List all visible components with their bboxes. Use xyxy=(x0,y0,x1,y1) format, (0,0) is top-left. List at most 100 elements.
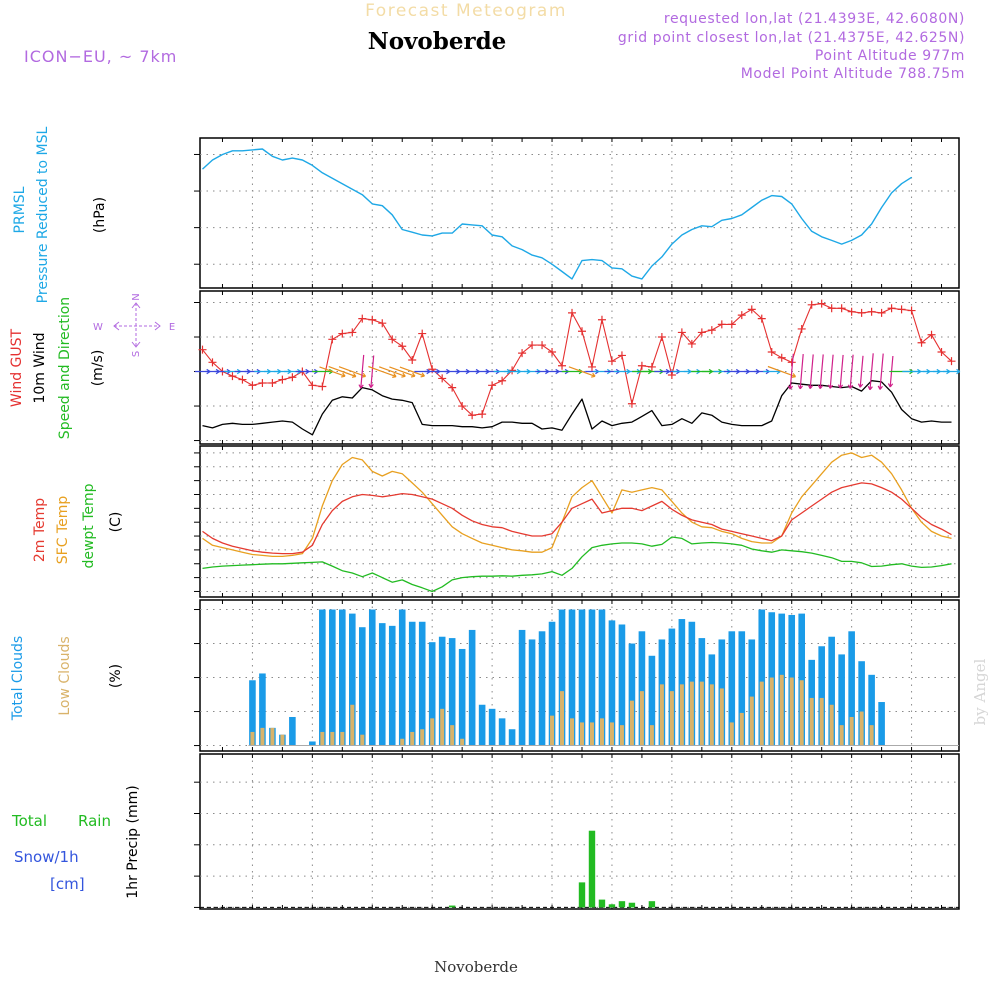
gust-line xyxy=(202,303,952,416)
temp-label-dewpt: dewpt Temp xyxy=(81,483,97,568)
gust-point xyxy=(777,353,786,362)
gust-point xyxy=(488,381,497,390)
gust-point xyxy=(198,345,207,354)
wind-arrow xyxy=(319,366,346,378)
footer-location: Novoberde xyxy=(434,958,518,976)
precip-label-axis: 1hr Precip (mm) xyxy=(125,785,141,898)
total-cloud-bar xyxy=(868,674,875,746)
total-cloud-bar xyxy=(728,631,736,746)
low-cloud-bar xyxy=(839,725,844,746)
total-cloud-bar xyxy=(468,629,476,746)
total-cloud-bar xyxy=(488,708,496,746)
wind-arrow xyxy=(857,355,864,388)
compass-east: E xyxy=(169,322,175,333)
wind-arrow xyxy=(328,366,357,378)
total-cloud-bar xyxy=(329,609,336,746)
total-cloud-bar xyxy=(498,718,506,746)
low-cloud-bar xyxy=(599,718,604,746)
location-title: Novoberde xyxy=(368,28,507,55)
temp-label-unit: (C) xyxy=(108,512,124,533)
credit: by Angel xyxy=(971,658,989,725)
gust-point xyxy=(937,347,946,356)
precip-label-cm: [cm] xyxy=(50,875,85,893)
rain-bar xyxy=(578,882,586,908)
gust-point xyxy=(448,383,457,392)
gust-point xyxy=(318,382,327,391)
total-cloud-bar xyxy=(558,609,566,746)
gust-point xyxy=(308,381,317,390)
gust-point xyxy=(707,326,716,335)
total-cloud-bar xyxy=(528,639,536,746)
gust-point xyxy=(398,342,407,351)
gust-point xyxy=(737,311,746,320)
gust-point xyxy=(897,305,906,314)
gust-point xyxy=(268,379,277,388)
low-cloud-bar xyxy=(270,727,275,746)
gust-point xyxy=(597,315,606,324)
gust-point xyxy=(328,335,337,344)
gust-point xyxy=(717,320,726,329)
clouds-panel: Total Clouds Low Clouds (%) xyxy=(10,599,960,752)
compass-west: W xyxy=(93,322,103,333)
gust-point xyxy=(847,307,856,316)
total-cloud-bar xyxy=(538,631,546,746)
gust-point xyxy=(558,361,567,370)
gust-point xyxy=(577,327,586,336)
total-cloud-bar xyxy=(448,638,456,746)
panel-frame xyxy=(199,137,960,289)
precip-label-rain: Rain xyxy=(78,812,111,830)
wind-label-gust: Wind GUST xyxy=(9,328,25,407)
wind-panel: Wind GUST 10m Wind Speed and Direction (… xyxy=(9,290,961,445)
gust-point xyxy=(518,349,527,358)
compass-arrows-icon xyxy=(113,302,161,348)
gust-point xyxy=(747,305,756,314)
low-cloud-bar xyxy=(320,731,325,746)
model-altitude: Model Point Altitude 788.75m xyxy=(741,66,965,82)
total-cloud-bar xyxy=(828,636,835,746)
gust-point xyxy=(587,362,596,371)
gust-point xyxy=(677,328,686,337)
gust-point xyxy=(917,338,926,347)
t2m-line xyxy=(202,482,952,555)
wind-label-10m: 10m Wind xyxy=(32,332,48,403)
gust-point xyxy=(887,304,896,313)
rain-bar xyxy=(628,902,636,908)
gust-point xyxy=(498,376,507,385)
gust-point xyxy=(657,333,666,342)
low-cloud-bar xyxy=(250,731,255,746)
low-cloud-bar xyxy=(659,684,664,746)
rain-bar xyxy=(588,830,596,908)
total-cloud-bar xyxy=(618,624,626,746)
temp-label-2m: 2m Temp xyxy=(32,498,48,562)
low-cloud-bar xyxy=(739,712,744,746)
low-cloud-bar xyxy=(809,697,814,746)
wind-arrow xyxy=(827,354,834,389)
total-cloud-bar xyxy=(678,619,686,746)
low-cloud-bar xyxy=(629,700,634,746)
point-altitude: Point Altitude 977m xyxy=(815,48,965,64)
compass-south: S xyxy=(131,351,142,357)
low-cloud-bar xyxy=(260,727,265,746)
wind-arrow xyxy=(867,353,874,391)
gust-point xyxy=(348,328,357,337)
gust-point xyxy=(687,339,696,348)
wind-arrow xyxy=(787,353,794,390)
total-cloud-bar xyxy=(818,646,825,746)
low-cloud-bar xyxy=(859,711,864,746)
gust-point xyxy=(278,375,287,384)
low-cloud-bar xyxy=(570,718,575,746)
clouds-label-unit: (%) xyxy=(108,664,124,688)
requested-coords: requested lon,lat (21.4393E, 42.6080N) xyxy=(664,11,965,27)
low-cloud-bar xyxy=(430,718,435,746)
gust-point xyxy=(877,308,886,317)
clouds-label-total: Total Clouds xyxy=(10,636,26,721)
wind-label-unit: (m/s) xyxy=(90,350,106,387)
low-cloud-bar xyxy=(340,731,345,746)
total-cloud-bar xyxy=(518,629,526,746)
gust-point xyxy=(388,335,397,344)
gust-point xyxy=(617,351,626,360)
pressure-line xyxy=(202,148,912,280)
panel-frame xyxy=(199,753,960,910)
total-cloud-bar xyxy=(418,621,426,746)
wind-arrow xyxy=(807,354,814,390)
